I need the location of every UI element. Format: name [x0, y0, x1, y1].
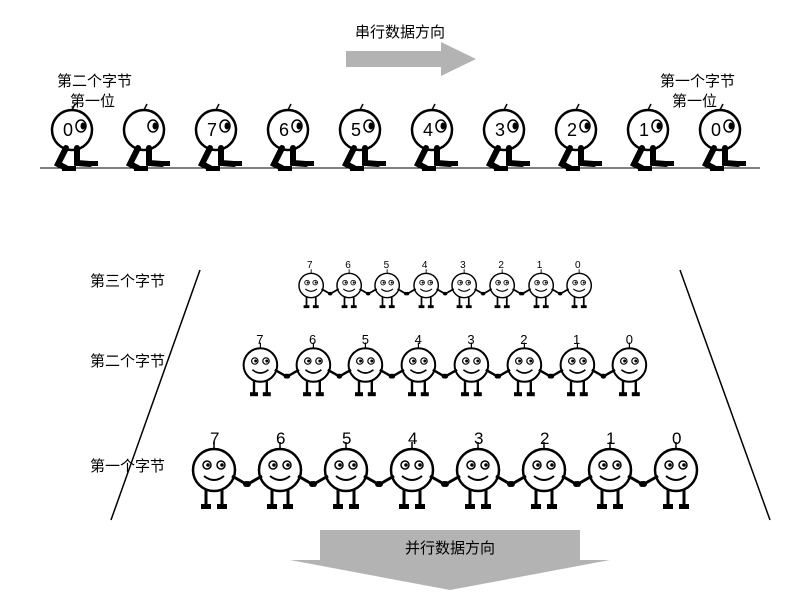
parallel-bit-number: 5 — [342, 429, 351, 449]
parallel-direction-label: 并行数据方向 — [405, 537, 495, 558]
parallel-bit-number: 1 — [537, 260, 543, 271]
parallel-bit-number: 7 — [210, 429, 219, 449]
parallel-bit-number: 4 — [415, 332, 422, 347]
parallel-bit-number: 7 — [307, 260, 313, 271]
parallel-bit-number: 6 — [309, 332, 316, 347]
parallel-bit-number: 4 — [408, 429, 417, 449]
parallel-bit-number: 4 — [422, 260, 428, 271]
parallel-bit-number: 0 — [575, 260, 581, 271]
parallel-bit-number: 7 — [256, 332, 263, 347]
parallel-row-label: 第一个字节 — [90, 455, 165, 476]
parallel-bit-number: 0 — [626, 332, 633, 347]
parallel-bit-number: 0 — [672, 429, 681, 449]
parallel-bit-number: 6 — [345, 260, 351, 271]
parallel-row-label: 第二个字节 — [90, 350, 165, 371]
parallel-bit-number: 5 — [362, 332, 369, 347]
parallel-bit-number: 5 — [384, 260, 390, 271]
parallel-bit-number: 2 — [540, 429, 549, 449]
parallel-bit-number: 2 — [498, 260, 504, 271]
parallel-bit-number: 1 — [573, 332, 580, 347]
parallel-row-label: 第三个字节 — [90, 270, 165, 291]
parallel-bit-number: 3 — [467, 332, 474, 347]
parallel-bit-number: 6 — [276, 429, 285, 449]
parallel-bit-number: 2 — [520, 332, 527, 347]
parallel-bit-number: 3 — [460, 260, 466, 271]
parallel-bit-number: 1 — [606, 429, 615, 449]
parallel-bit-number: 3 — [474, 429, 483, 449]
